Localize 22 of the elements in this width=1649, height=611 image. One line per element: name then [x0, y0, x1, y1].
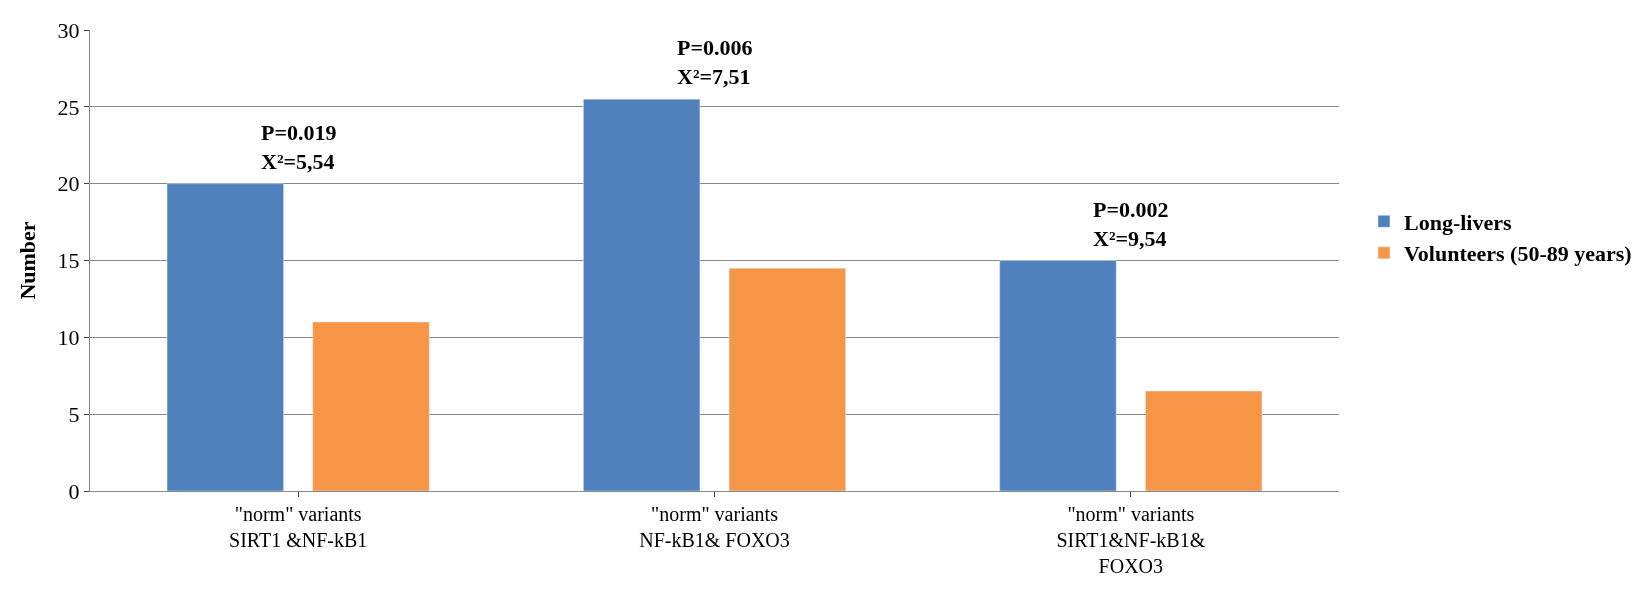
y-tick-label: 15: [57, 248, 80, 274]
y-tick-label: 5: [68, 401, 80, 427]
y-tick-label: 25: [57, 94, 80, 120]
y-axis-title: Number: [15, 221, 41, 300]
legend-label: Long-livers: [1403, 209, 1512, 235]
x-tick-label: "norm" variants SIRT1 &NF-kB1: [229, 503, 368, 551]
bar: [166, 183, 284, 491]
y-tick-label: 0: [68, 478, 80, 504]
x-tick-label: "norm" variants NF-kB1& FOXO3: [639, 503, 790, 551]
x-tick-label: "norm" variants SIRT1&NF-kB1& FOXO3: [1056, 503, 1206, 577]
y-tick-label: 30: [57, 17, 80, 43]
y-tick-label: 10: [57, 325, 80, 351]
bar: [728, 267, 846, 491]
bar: [999, 260, 1117, 491]
annotation: P=0.002 X²=9,54: [1093, 197, 1169, 251]
bar: [583, 98, 701, 491]
y-tick-label: 20: [57, 171, 80, 197]
bar: [312, 321, 430, 491]
legend-label: Volunteers (50-89 years): [1403, 241, 1632, 267]
annotation: P=0.006 X²=7,51: [677, 35, 753, 89]
annotation: P=0.019 X²=5,54: [261, 120, 337, 174]
bar: [1145, 390, 1263, 491]
